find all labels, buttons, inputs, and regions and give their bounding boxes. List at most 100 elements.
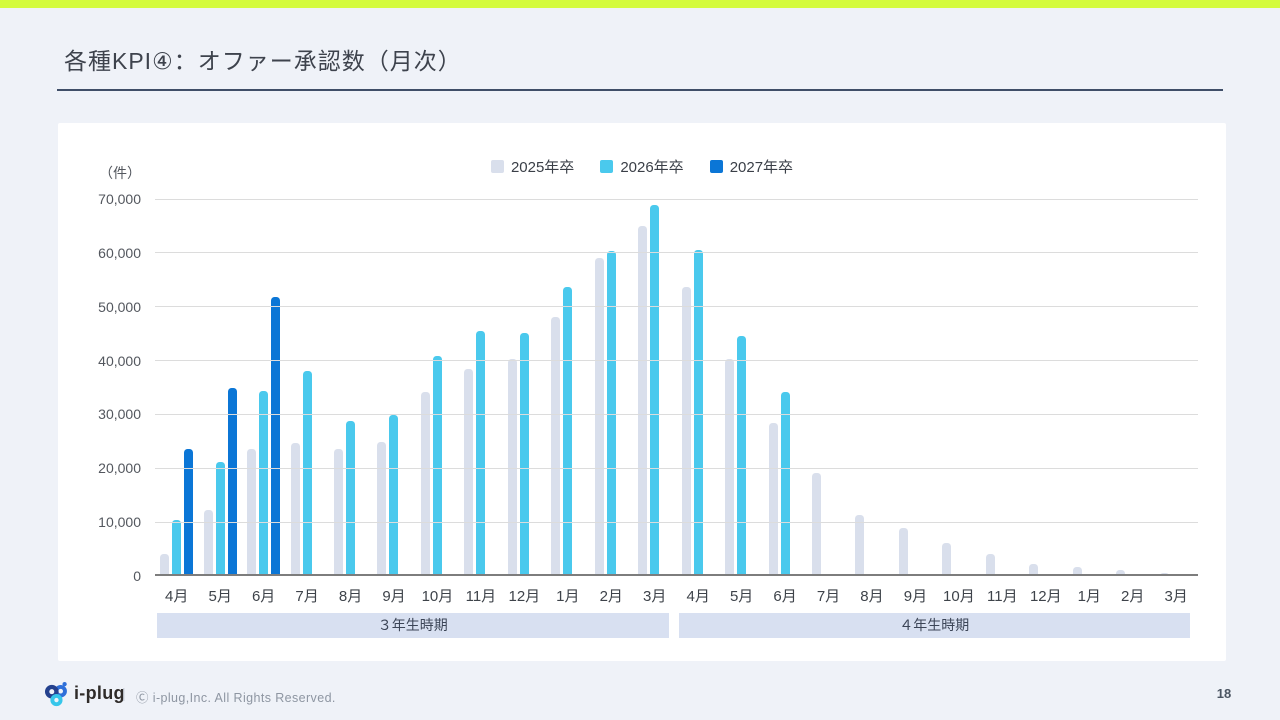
x-tick-label: 9月 xyxy=(903,588,928,605)
bar-grad-2025 xyxy=(1072,567,1082,576)
x-axis-labels: 4月 5月 6月 7月 8月 9月 10月 11月 12月 1月 2月 3月 4月 5月 6月 7月 8月 9月 1… xyxy=(155,585,1198,606)
x-tick-label: 4月 xyxy=(165,588,189,605)
gridline xyxy=(155,306,1198,308)
bar-grad-2025 xyxy=(160,554,170,576)
bar-grad-2025 xyxy=(290,442,300,576)
logo-ring-cyan xyxy=(50,694,63,707)
bar-grad-2026 xyxy=(389,414,399,576)
bar-group xyxy=(633,199,676,576)
bar-grad-2026 xyxy=(606,250,616,576)
bar-group xyxy=(546,199,589,576)
bar-group xyxy=(459,199,502,576)
y-tick-label: 30,000 xyxy=(98,406,141,423)
bar-grad-2025 xyxy=(594,257,604,576)
x-tick-label: 7月 xyxy=(816,588,841,605)
x-tick-label: 5月 xyxy=(208,588,232,605)
x-tick-label: 7月 xyxy=(295,588,319,605)
x-tick-label: 12月 xyxy=(1029,588,1062,605)
bar-grad-2025 xyxy=(1116,570,1126,576)
x-tick-label: 3月 xyxy=(1164,588,1188,605)
page-number: 18 xyxy=(1216,686,1232,701)
x-tick-label: 11月 xyxy=(465,588,497,605)
bar-grad-2025 xyxy=(638,225,648,576)
x-tick-label: 9月 xyxy=(382,588,406,605)
copyright-text: Ⓒ i-plug,Inc. All Rights Reserved. xyxy=(136,691,336,705)
bar-group xyxy=(894,199,937,576)
logo-dot xyxy=(62,681,67,687)
bar-group xyxy=(807,199,850,576)
bar-group xyxy=(242,199,285,576)
y-axis-unit-label: （件） xyxy=(99,165,141,181)
y-tick-label: 40,000 xyxy=(98,352,141,369)
bar-grad-2025 xyxy=(334,448,344,576)
bar-grad-2025 xyxy=(681,287,691,576)
bar-group xyxy=(503,199,546,576)
bar-grad-2025 xyxy=(898,527,908,576)
bar-grad-2025 xyxy=(377,442,387,576)
bar-grad-2027 xyxy=(184,449,194,576)
bar-group xyxy=(155,199,198,576)
x-tick-label: 10月 xyxy=(943,588,975,605)
footer-divider: | xyxy=(122,685,126,701)
bar-group xyxy=(720,199,763,576)
x-axis-baseline xyxy=(155,574,1198,576)
bar-grad-2026 xyxy=(476,330,486,576)
x-tick-label: 10月 xyxy=(421,588,454,605)
bar-group xyxy=(1024,199,1067,576)
bar-group xyxy=(198,199,241,576)
legend-swatch-grad-2027 xyxy=(709,160,723,173)
x-tick-label: 5月 xyxy=(729,588,754,605)
bar-grad-2025 xyxy=(464,368,474,576)
bar-group xyxy=(850,199,893,576)
legend-item-grad-2027: 2027年卒 xyxy=(709,156,794,177)
y-tick-label: 70,000 xyxy=(98,191,141,207)
y-tick-label: 10,000 xyxy=(98,514,141,531)
bar-grad-2025 xyxy=(507,358,517,576)
bar-grad-2026 xyxy=(346,421,356,576)
logo-text: i-plug xyxy=(74,683,125,703)
bar-grad-2026 xyxy=(432,355,442,576)
chart-card: 2025年卒 2026年卒 2027年卒 （件） 0 10,000 20,000 30,0… xyxy=(58,123,1226,661)
bar-grad-2026 xyxy=(302,370,312,576)
i-plug-logo-icon xyxy=(44,681,67,707)
gridline xyxy=(155,252,1198,254)
bar-grad-2026 xyxy=(215,461,225,576)
period-band: ３年生時期 xyxy=(157,613,669,638)
x-tick-label: 12月 xyxy=(508,588,541,605)
legend-label-grad-2027: 2027年卒 xyxy=(729,159,794,176)
bar-grad-2026 xyxy=(693,249,703,576)
x-tick-label: 11月 xyxy=(987,588,1018,605)
bar-grad-2025 xyxy=(985,553,995,576)
bar-grad-2027 xyxy=(271,297,281,576)
accent-bar xyxy=(0,0,1280,8)
page-title: 各種KPI④：オファー承認数（月次） xyxy=(64,48,462,74)
y-tick-label: 0 xyxy=(133,568,141,584)
bar-grad-2027 xyxy=(227,387,237,576)
x-tick-label: 2月 xyxy=(599,588,623,605)
x-tick-label: 2月 xyxy=(1121,588,1145,605)
bar-group xyxy=(981,199,1024,576)
legend-item-grad-2026: 2026年卒 xyxy=(600,156,684,177)
bar-grad-2025 xyxy=(768,423,778,576)
bar-group xyxy=(285,199,328,576)
bar-grad-2025 xyxy=(855,514,865,576)
x-tick-label: 6月 xyxy=(773,588,797,605)
gridline xyxy=(155,360,1198,362)
y-tick-label: 50,000 xyxy=(98,298,141,315)
legend-label-grad-2026: 2026年卒 xyxy=(620,159,684,176)
gridline xyxy=(155,198,1198,200)
bar-group xyxy=(372,199,415,576)
bars-row xyxy=(155,199,1198,576)
bar-group xyxy=(1068,199,1111,576)
plot-area xyxy=(155,198,1198,576)
y-tick-label: 60,000 xyxy=(98,244,141,261)
gridline xyxy=(155,413,1198,415)
bar-grad-2025 xyxy=(247,448,257,576)
legend-swatch-grad-2026 xyxy=(600,160,614,173)
bar-group xyxy=(1154,199,1197,576)
bar-group xyxy=(763,199,806,576)
y-tick-label: 20,000 xyxy=(98,460,141,477)
legend-item-grad-2025: 2025年卒 xyxy=(490,156,574,177)
bar-grad-2026 xyxy=(259,390,269,576)
